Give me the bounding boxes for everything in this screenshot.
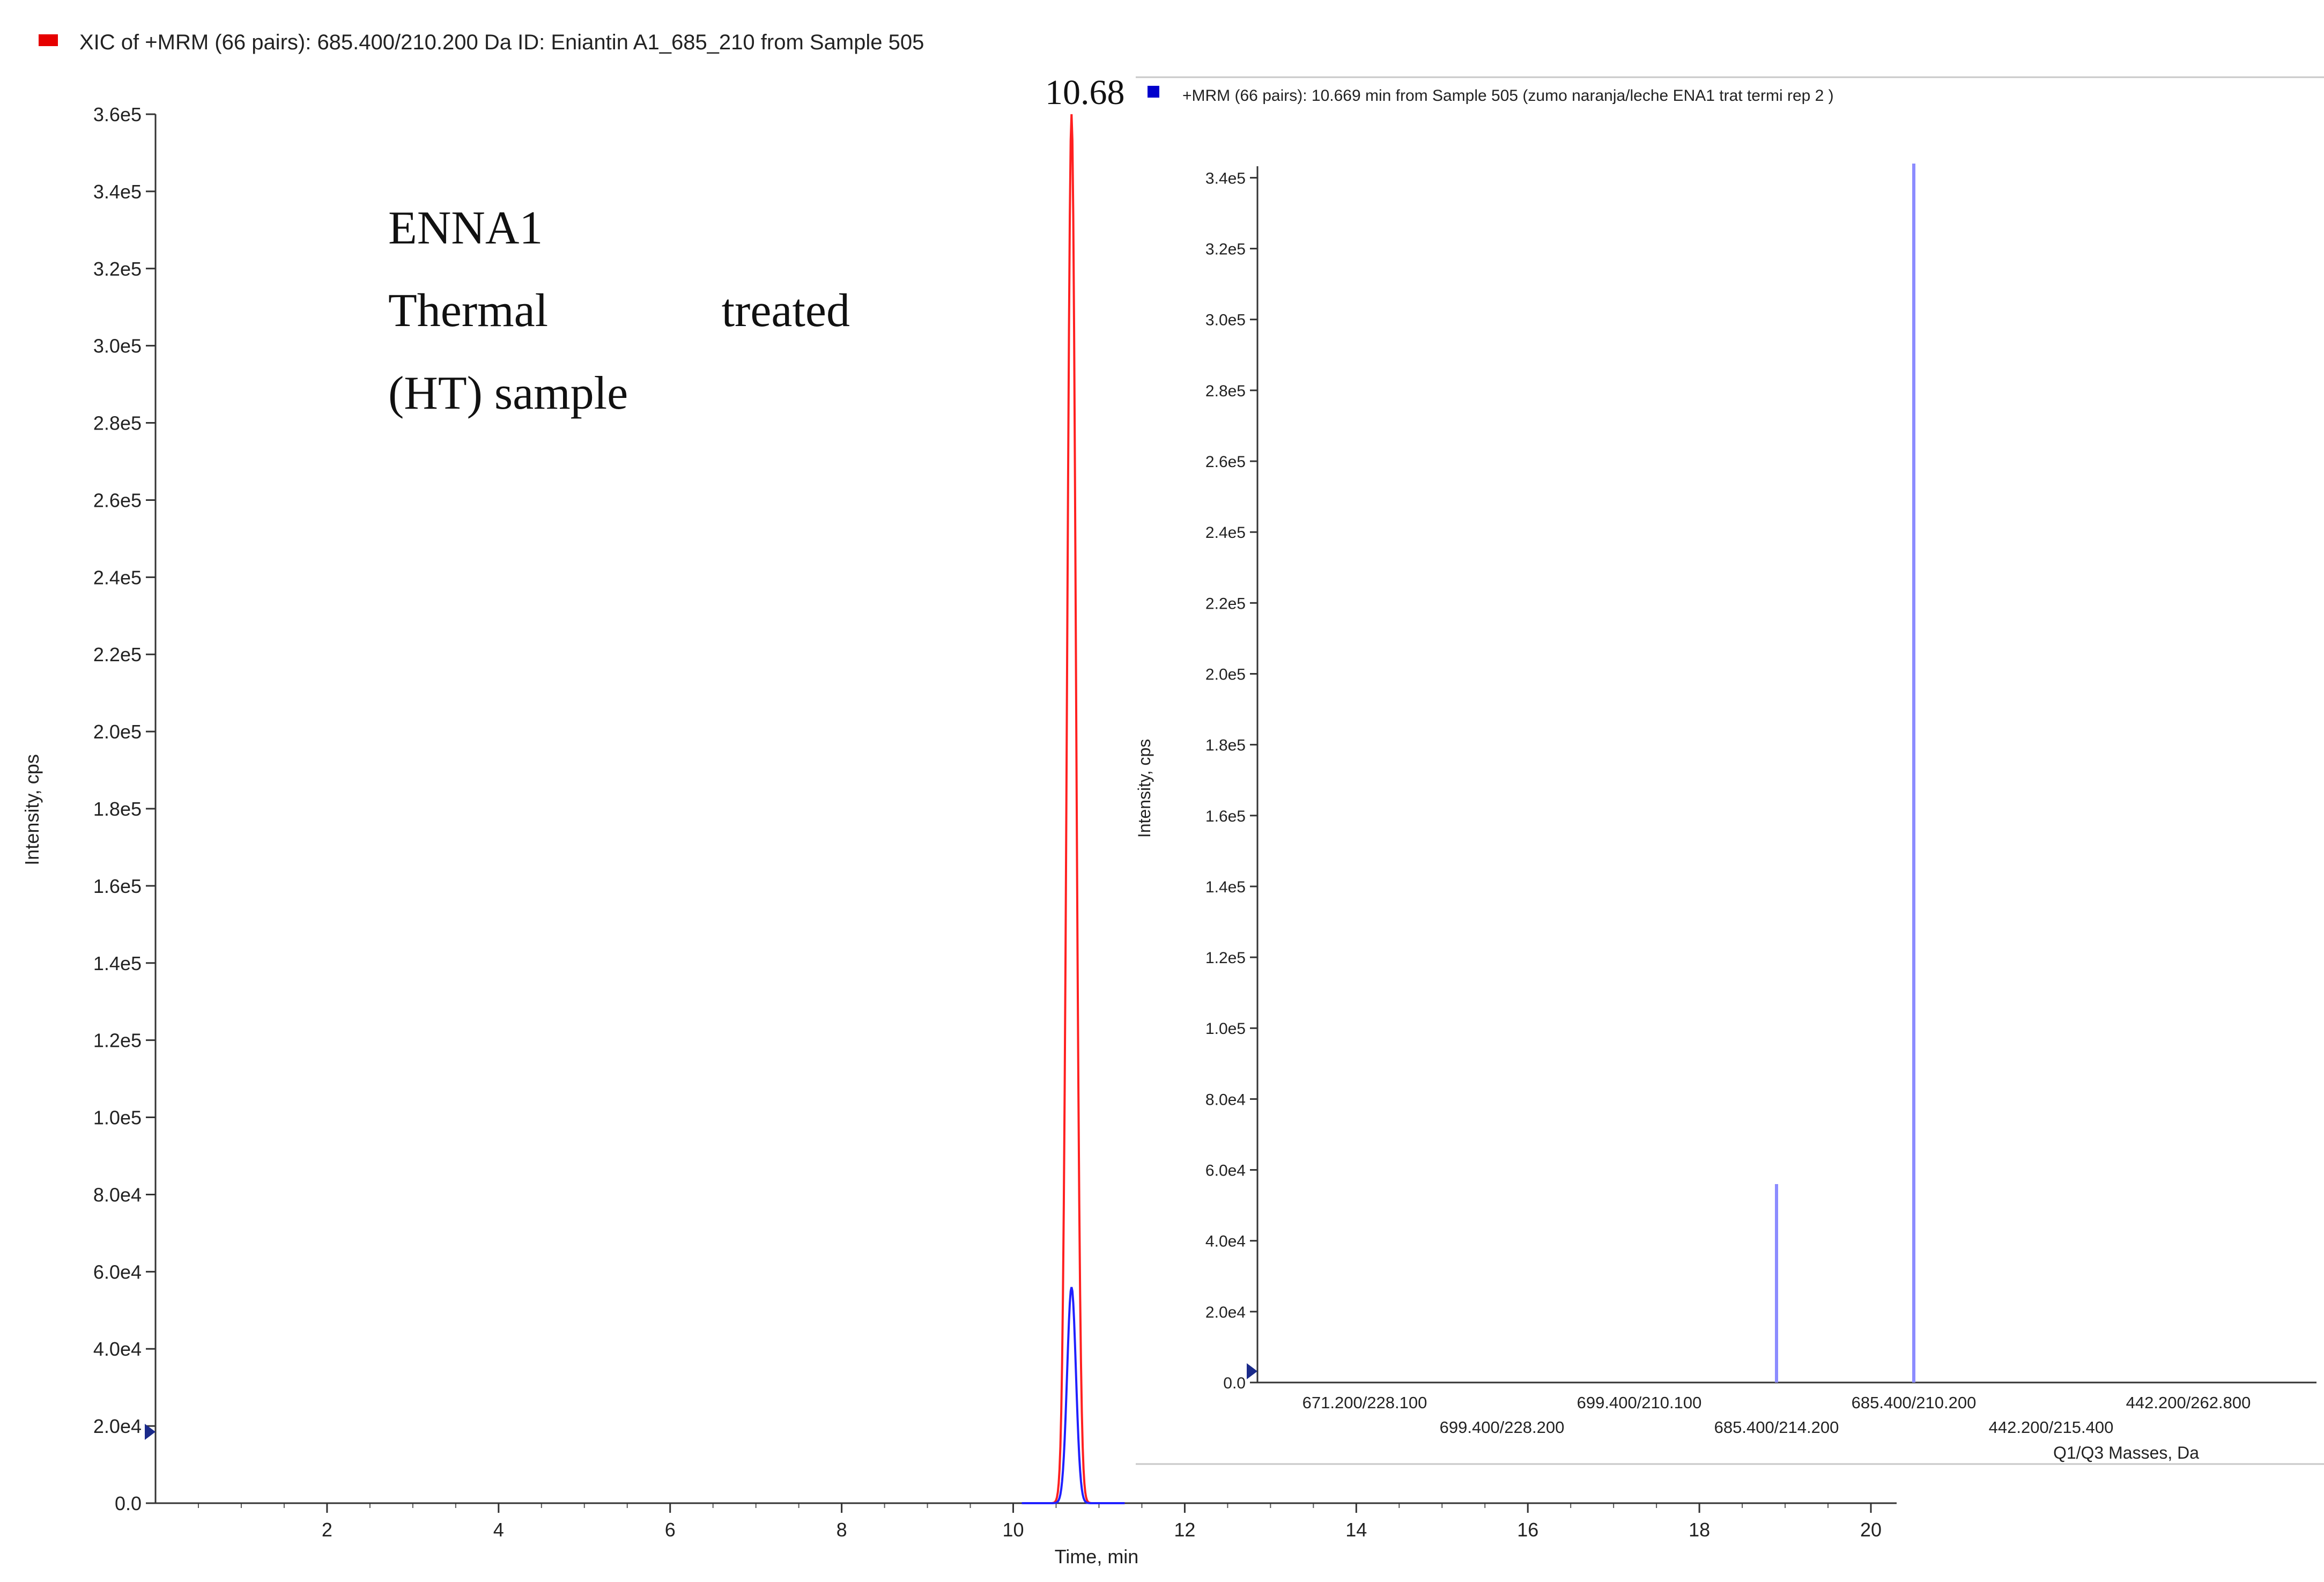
left-y-tick-label: 2.6e5	[93, 489, 142, 511]
left-y-tick-label: 0.0	[115, 1492, 142, 1514]
right-y-tick-label: 2.8e5	[1205, 382, 1246, 400]
right-y-ticks: 0.0 2.0e4 4.0e4 6.0e4 8.0e4 1.0e5 1.2e5 1.4e5 1.…	[1205, 169, 1257, 1392]
left-x-ticks: 2 4 6 8 10 12 14 16 18 20	[197, 1503, 1882, 1541]
left-x-tick-label: 2	[322, 1519, 332, 1541]
inset-background	[1136, 77, 2324, 1464]
left-x-axis-label: Time, min	[1055, 1546, 1139, 1568]
right-x-axis-label: Q1/Q3 Masses, Da	[2053, 1443, 2199, 1462]
right-axis-marker-icon	[1247, 1363, 1257, 1379]
right-y-tick-label: 1.6e5	[1205, 808, 1246, 825]
left-x-tick-label: 18	[1689, 1519, 1710, 1541]
right-category-label: 442.200/215.400	[1989, 1418, 2114, 1437]
right-y-tick-label: 2.2e5	[1205, 595, 1246, 612]
right-y-axis-label: Intensity, cps	[1135, 739, 1154, 838]
annotation-line-2b: treated	[722, 285, 850, 337]
right-category-label: 699.400/210.100	[1577, 1393, 1702, 1412]
right-y-tick-label: 3.2e5	[1205, 241, 1246, 258]
left-y-tick-label: 2.0e4	[93, 1415, 142, 1437]
left-x-tick-label: 10	[1002, 1519, 1024, 1541]
right-y-tick-label: 1.4e5	[1205, 878, 1246, 896]
left-y-tick-label: 2.2e5	[93, 644, 142, 666]
left-y-tick-label: 3.0e5	[93, 335, 142, 357]
left-x-tick-label: 20	[1860, 1519, 1882, 1541]
right-bars-group	[1775, 164, 1915, 1383]
right-category-label: 685.400/210.200	[1852, 1393, 1977, 1412]
left-y-tick-label: 3.2e5	[93, 258, 142, 280]
left-y-tick-label: 1.2e5	[93, 1030, 142, 1052]
left-chart-title: XIC of +MRM (66 pairs): 685.400/210.200 …	[79, 31, 924, 54]
right-category-label: 685.400/214.200	[1714, 1418, 1839, 1437]
left-x-tick-label: 8	[837, 1519, 847, 1541]
left-y-tick-label: 1.6e5	[93, 875, 142, 897]
right-y-tick-label: 2.0e4	[1205, 1304, 1246, 1321]
right-y-tick-label: 2.4e5	[1205, 524, 1246, 542]
mrm-spectrum-chart: +MRM (66 pairs): 10.669 min from Sample …	[1135, 76, 2324, 1465]
left-y-axis-label: Intensity, cps	[21, 754, 43, 865]
left-y-tick-label: 1.4e5	[93, 952, 142, 974]
right-chart-title: +MRM (66 pairs): 10.669 min from Sample …	[1182, 87, 1834, 105]
left-axis-marker-icon	[145, 1424, 156, 1440]
left-y-tick-label: 2.4e5	[93, 566, 142, 588]
right-y-tick-label: 1.0e5	[1205, 1020, 1246, 1038]
annotation-line-3: (HT) sample	[388, 367, 628, 419]
peak-label: 10.68	[1045, 73, 1125, 112]
left-y-tick-label: 1.0e5	[93, 1107, 142, 1129]
sample-annotation: ENNA1 Thermal treated (HT) sample	[388, 202, 850, 419]
right-y-tick-label: 4.0e4	[1205, 1233, 1246, 1251]
right-y-tick-label: 1.8e5	[1205, 737, 1246, 755]
left-y-tick-label: 4.0e4	[93, 1338, 142, 1360]
left-legend-swatch	[39, 34, 58, 46]
left-series-group	[1022, 114, 1125, 1504]
right-y-tick-label: 8.0e4	[1205, 1091, 1246, 1108]
left-y-tick-label: 3.4e5	[93, 181, 142, 203]
right-category-label: 699.400/228.200	[1440, 1418, 1565, 1437]
right-category-label: 442.200/262.800	[2126, 1393, 2251, 1412]
right-y-tick-label: 3.0e5	[1205, 312, 1246, 329]
left-series-line-1	[1022, 1287, 1125, 1504]
right-category-label: 671.200/228.100	[1302, 1393, 1427, 1412]
left-y-tick-label: 2.8e5	[93, 412, 142, 434]
left-x-tick-label: 14	[1345, 1519, 1367, 1541]
right-y-tick-label: 1.2e5	[1205, 949, 1246, 967]
right-y-tick-label: 2.0e5	[1205, 666, 1246, 683]
left-x-tick-label: 6	[665, 1519, 676, 1541]
left-y-ticks: 0.0 2.0e4 4.0e4 6.0e4 8.0e4 1.0e5 1.2e5 1.4e5 1.…	[93, 104, 156, 1514]
chromatogram-chart: XIC of +MRM (66 pairs): 685.400/210.200 …	[21, 31, 1897, 1568]
left-y-tick-label: 2.0e5	[93, 721, 142, 743]
left-x-tick-label: 12	[1174, 1519, 1195, 1541]
left-y-tick-label: 1.8e5	[93, 798, 142, 820]
left-x-tick-label: 16	[1517, 1519, 1538, 1541]
left-y-tick-label: 3.6e5	[93, 104, 142, 125]
right-y-tick-label: 2.6e5	[1205, 453, 1246, 471]
annotation-line-2a: Thermal	[388, 285, 548, 337]
right-y-tick-label: 6.0e4	[1205, 1162, 1246, 1180]
right-y-tick-label: 0.0	[1223, 1374, 1246, 1392]
right-category-labels: 671.200/228.100 699.400/228.200 699.400/21…	[1302, 1393, 2251, 1437]
right-y-tick-label: 3.4e5	[1205, 169, 1246, 187]
left-y-tick-label: 6.0e4	[93, 1261, 142, 1283]
annotation-line-1: ENNA1	[388, 202, 543, 254]
left-y-tick-label: 8.0e4	[93, 1184, 142, 1206]
right-legend-swatch	[1148, 86, 1159, 98]
left-x-tick-label: 4	[493, 1519, 504, 1541]
